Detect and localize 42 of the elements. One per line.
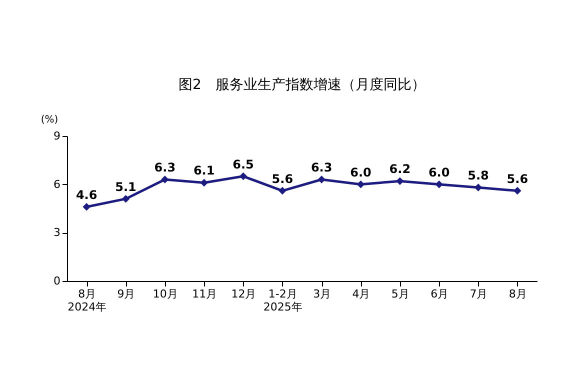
point: [82, 203, 90, 211]
point: [356, 180, 365, 188]
x-tick-label: 6月: [430, 288, 449, 300]
chart-title: 图2 服务业生产指数增速（月度同比）: [178, 77, 426, 93]
point: [435, 180, 443, 188]
data-label: 5.6: [506, 172, 528, 186]
y-tick-label: 3: [54, 226, 60, 240]
x-tick-label: 10月: [152, 288, 178, 300]
x-tick-label: 7月: [470, 288, 488, 300]
y-tick-label: 9: [54, 130, 60, 142]
x-tick-label: 8月 2024年: [68, 288, 107, 314]
data-label: 6.0: [350, 165, 372, 180]
data-label: 6.5: [232, 157, 254, 172]
point: [122, 194, 130, 203]
x-tick-label: 11月: [192, 288, 218, 300]
data-label: 6.1: [193, 164, 215, 178]
x-tick-label: 12月: [231, 288, 256, 300]
data-label: 6.3: [154, 160, 176, 174]
x-tick-label: 3月: [313, 288, 332, 300]
point: [200, 178, 208, 187]
data-label: 5.1: [115, 180, 136, 194]
y-axis-title: (%): [40, 114, 58, 126]
x-tick-label: 4月: [352, 288, 370, 300]
x-tick-label: 5月: [391, 288, 410, 300]
point: [239, 172, 248, 180]
data-label: 4.6: [76, 188, 98, 202]
point: [278, 186, 286, 195]
data-label: 6.0: [428, 165, 450, 180]
x-tick-label: 1-2月 2025年: [263, 288, 302, 314]
point: [161, 176, 169, 184]
x-tick-label: 9月: [117, 288, 136, 300]
point: [474, 184, 482, 192]
y-tick-label: 6: [54, 178, 60, 191]
x-tick-label: 8月: [508, 288, 527, 300]
data-label: 5.8: [468, 168, 489, 183]
point: [396, 177, 404, 185]
point: [514, 186, 522, 195]
data-label: 5.6: [272, 172, 294, 186]
data-label: 6.3: [310, 160, 332, 174]
data-label: 6.2: [389, 162, 411, 176]
point: [318, 176, 326, 184]
y-tick-label: 0: [54, 274, 60, 288]
